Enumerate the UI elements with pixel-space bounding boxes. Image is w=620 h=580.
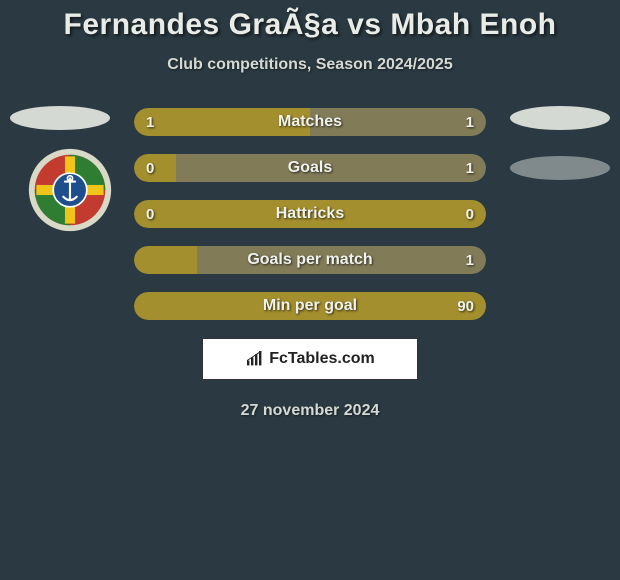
stat-row: Hattricks0 0 xyxy=(134,200,486,228)
stat-value-left: 0 xyxy=(146,200,154,228)
date-text: 27 november 2024 xyxy=(0,402,620,420)
player-right-oval-2 xyxy=(510,156,610,180)
player-left-oval xyxy=(10,106,110,130)
stat-label: Min per goal xyxy=(134,292,486,320)
shield-icon xyxy=(28,148,112,232)
stat-row: Goals per match1 xyxy=(134,246,486,274)
subtitle: Club competitions, Season 2024/2025 xyxy=(0,56,620,74)
bars-icon xyxy=(245,351,265,367)
stat-value-right: 90 xyxy=(457,292,474,320)
player-right-oval-1 xyxy=(510,106,610,130)
stat-row: Goals0 1 xyxy=(134,154,486,182)
comparison-card: Fernandes GraÃ§a vs Mbah Enoh Club compe… xyxy=(0,0,620,420)
stat-value-left: 1 xyxy=(146,108,154,136)
stat-row: Matches1 1 xyxy=(134,108,486,136)
source-logo-text: FcTables.com xyxy=(269,350,375,368)
stat-row: Min per goal90 xyxy=(134,292,486,320)
stat-value-left: 0 xyxy=(146,154,154,182)
stat-value-right: 1 xyxy=(466,246,474,274)
chart-area: Matches11Goals01Hattricks00Goals per mat… xyxy=(0,108,620,420)
stat-value-right: 1 xyxy=(466,154,474,182)
stat-label: Goals xyxy=(134,154,486,182)
stat-value-right: 0 xyxy=(466,200,474,228)
stat-value-right: 1 xyxy=(466,108,474,136)
stat-label: Matches xyxy=(134,108,486,136)
page-title: Fernandes GraÃ§a vs Mbah Enoh xyxy=(0,8,620,42)
source-logo-box: FcTables.com xyxy=(202,338,418,380)
stat-rows: Matches11Goals01Hattricks00Goals per mat… xyxy=(134,108,486,320)
stat-label: Hattricks xyxy=(134,200,486,228)
club-badge xyxy=(28,148,112,232)
stat-label: Goals per match xyxy=(134,246,486,274)
